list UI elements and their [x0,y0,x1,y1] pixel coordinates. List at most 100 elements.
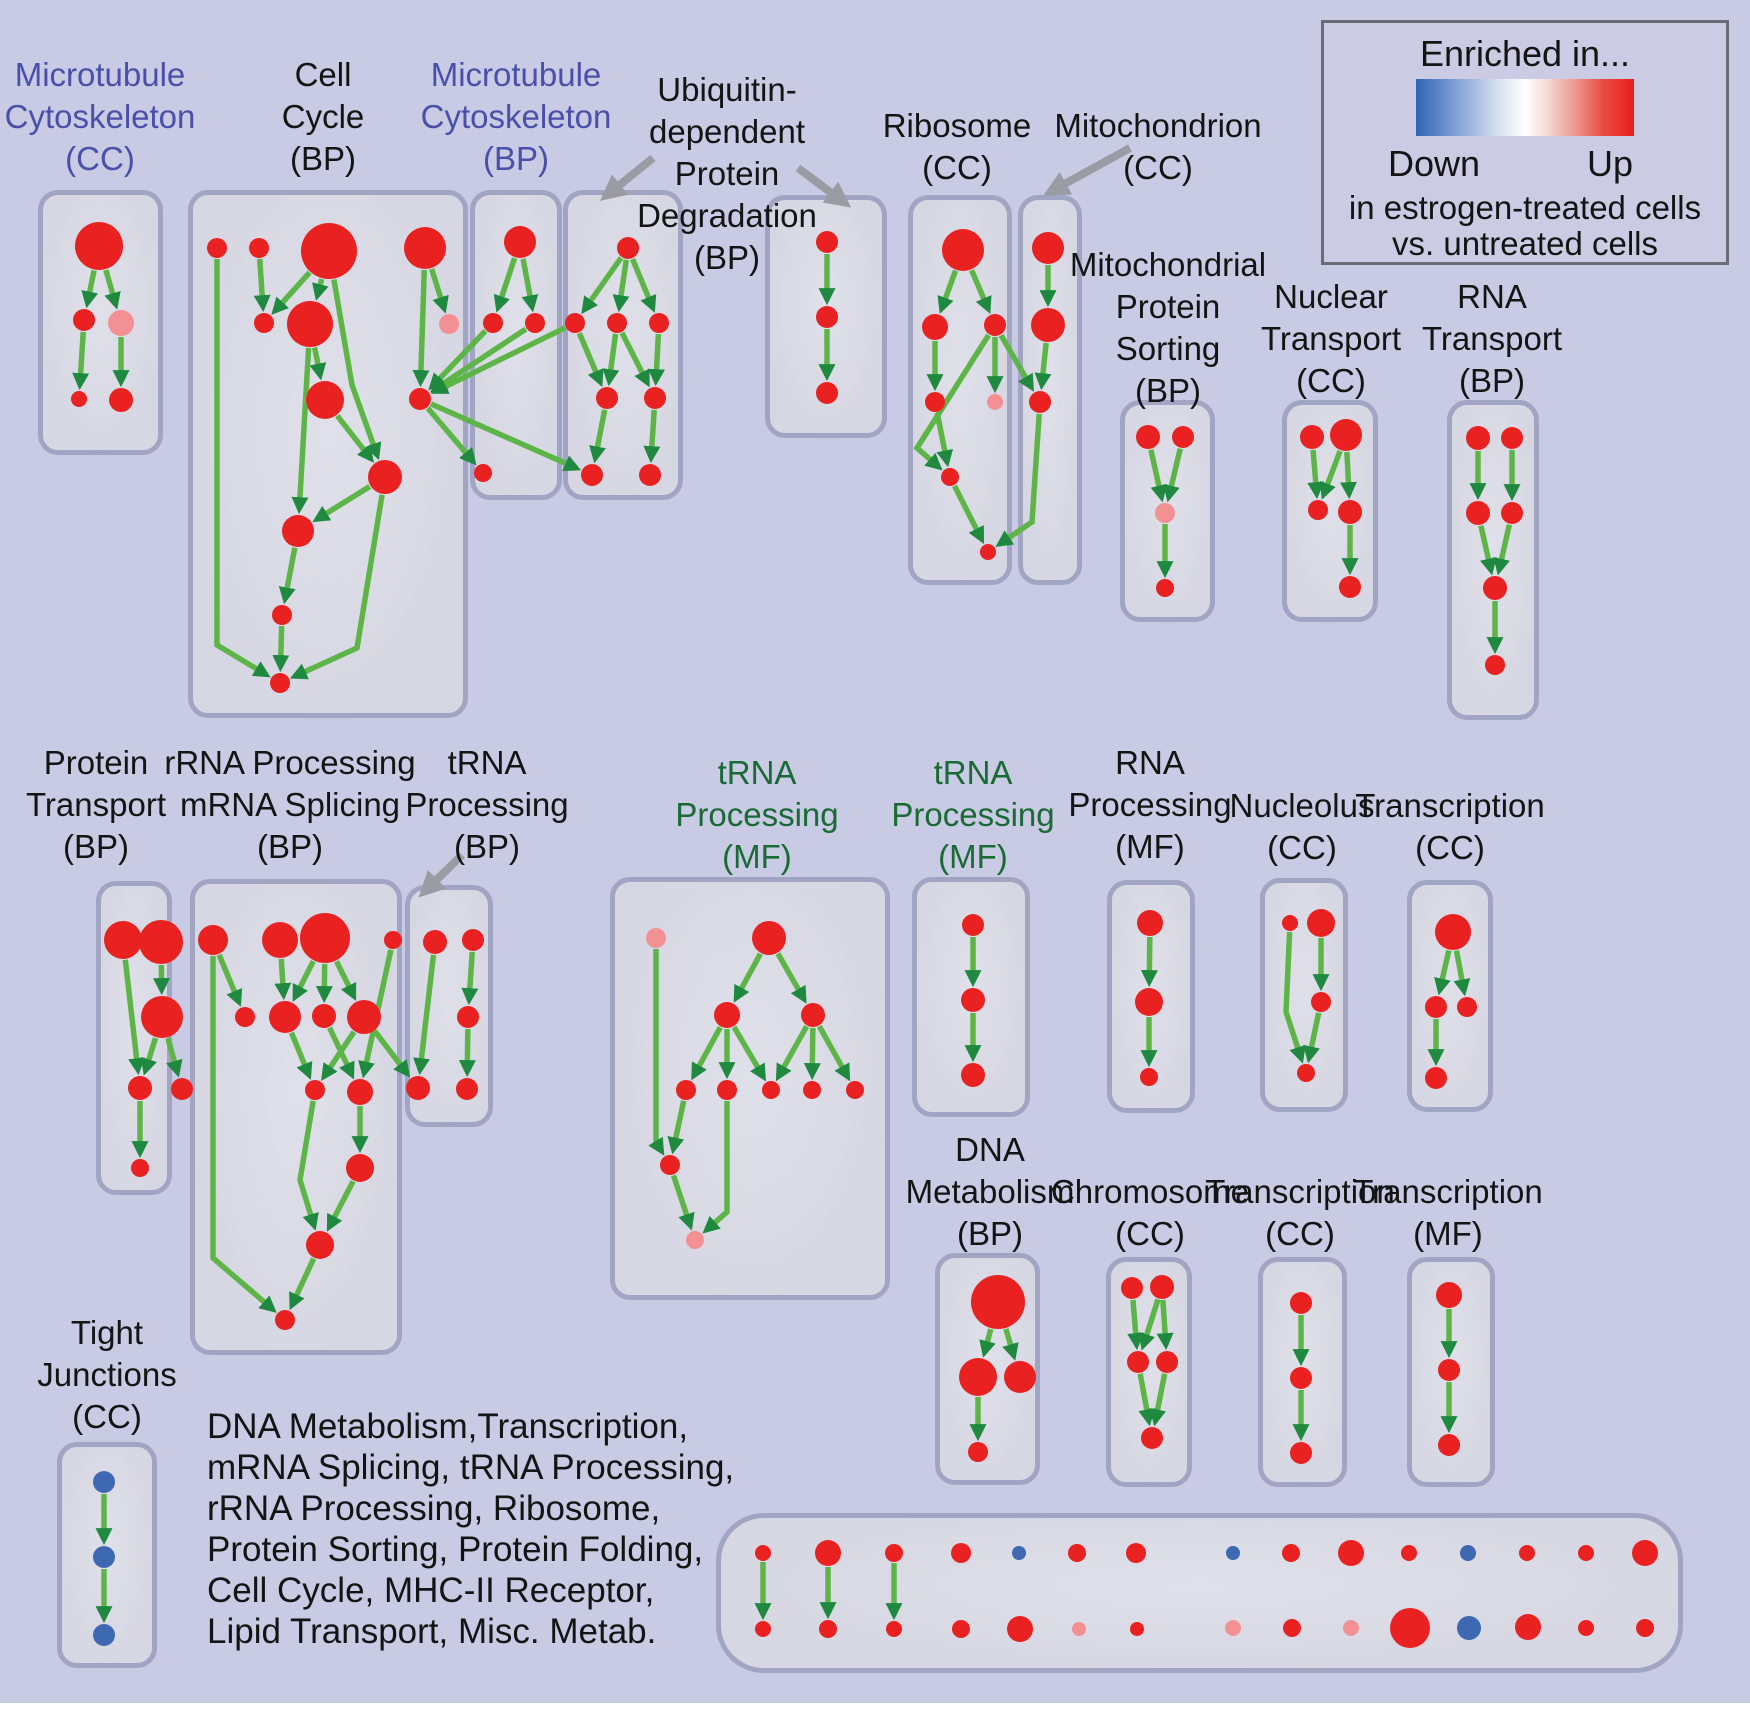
network-edge [297,1100,319,1231]
gene-set-node-r7 [980,544,996,560]
network-edge [1127,1299,1145,1351]
gene-set-node-y2 [752,921,786,955]
gene-set-node-ch5 [1141,1427,1163,1449]
network-edge [1148,449,1168,503]
network-edge [72,331,90,391]
network-edge [775,952,807,1004]
network-edge [412,269,430,388]
gene-set-node-l13 [1515,1614,1541,1640]
network-edge [643,409,661,464]
gene-set-node-k4 [951,1543,971,1563]
network-edge [1163,448,1183,503]
network-edge [775,1024,810,1082]
network-edge [733,952,763,1003]
network-edge [321,1030,357,1081]
gene-set-node-s4 [1156,579,1174,597]
gene-set-node-y3 [714,1002,740,1028]
gene-set-node-l5 [1007,1616,1033,1642]
gene-set-node-tb3 [1290,1442,1312,1464]
gene-set-node-q3 [141,996,183,1038]
network-edge [288,1031,313,1080]
gene-set-node-c12 [272,605,292,625]
gene-set-node-tb2 [1290,1367,1312,1389]
misc-text-line: rRNA Processing, Ribosome, [207,1489,661,1528]
gene-set-node-u5 [596,387,618,409]
network-edge [253,258,271,313]
network-edge [934,412,954,468]
network-edge [122,959,146,1076]
gene-set-node-w2 [262,922,298,958]
gene-set-node-u6 [644,387,666,409]
misc-text-line: mRNA Splicing, tRNA Processing, [207,1448,735,1487]
gene-set-node-c4 [404,227,446,269]
gene-set-node-s2 [1172,426,1194,448]
gene-set-node-tm1 [1436,1282,1462,1308]
label-pointer-arrow [1043,144,1132,196]
gene-set-node-k10 [1338,1540,1364,1566]
cluster-box-chr-cc [1106,1257,1192,1487]
network-edge [1034,342,1052,391]
gene-set-node-w13 [275,1310,295,1330]
gene-set-node-mt2 [1031,308,1065,342]
gene-set-node-nu4 [1297,1064,1315,1082]
gene-set-node-l6 [1072,1622,1086,1636]
gene-set-node-c11 [282,515,314,547]
network-edge [602,333,620,387]
network-edge [612,259,630,313]
misc-text-line: Lipid Transport, Misc. Metab. [207,1612,657,1651]
network-edge [289,1257,317,1311]
gene-set-node-d2 [959,1358,997,1396]
network-edge [1140,936,1158,988]
network-edge [291,347,312,515]
gene-set-node-a5 [109,388,133,412]
gene-set-node-d1 [971,1275,1025,1329]
network-edge [103,269,121,310]
network-edge [271,270,312,315]
gene-set-node-p3 [816,382,838,404]
network-edge [429,268,449,314]
network-edge [998,333,1034,392]
gene-set-node-w6 [269,1001,301,1033]
gene-set-node-l7 [1130,1622,1144,1636]
gene-set-node-y8 [803,1081,821,1099]
gene-set-node-ra1 [1137,910,1163,936]
legend-title: Enriched in... [1419,33,1631,74]
gene-set-node-l12 [1457,1616,1481,1640]
gene-set-node-r1 [942,229,984,271]
network-edge [667,1100,687,1155]
cluster-box-rrna-bp [190,879,402,1355]
gene-set-node-c6 [287,301,333,347]
gene-set-node-z2 [961,988,985,1012]
network-edge [731,1025,766,1082]
network-edge [816,1024,851,1082]
misc-text-line: Protein Sorting, Protein Folding, [207,1530,704,1569]
label-pointer-arrow [795,164,852,208]
legend-subtitle-line2: vs. untreated cells [1392,225,1658,262]
network-edge [589,409,608,464]
gene-set-node-w12 [306,1231,334,1259]
legend-subtitle-line1: in estrogen-treated cells [1348,189,1702,226]
network-edge [1319,449,1343,500]
gene-set-node-xb4 [406,1076,430,1100]
gene-set-node-mt1 [1032,232,1064,264]
gene-set-node-ch4 [1156,1351,1178,1373]
network-edge [272,625,290,673]
gene-set-node-v3 [1466,501,1490,525]
gene-set-node-k13 [1519,1545,1535,1561]
gene-set-node-k14 [1578,1545,1594,1561]
cluster-box-misc [716,1513,1683,1673]
network-edge [216,953,243,1007]
gene-set-node-r3 [984,314,1006,336]
gene-set-node-tc2 [1425,996,1447,1018]
gene-set-node-xb5 [456,1078,478,1100]
gene-set-node-v6 [1485,655,1505,675]
gene-set-node-tm2 [1438,1359,1460,1381]
gene-set-node-k5 [1012,1546,1026,1560]
network-edge [309,347,327,381]
network-edge [1002,1328,1019,1361]
gene-set-node-l1 [755,1621,771,1637]
gene-set-node-p2 [816,306,838,328]
gene-set-node-v2 [1501,427,1523,449]
network-edge [1307,449,1325,500]
gene-set-node-l11 [1390,1608,1430,1648]
